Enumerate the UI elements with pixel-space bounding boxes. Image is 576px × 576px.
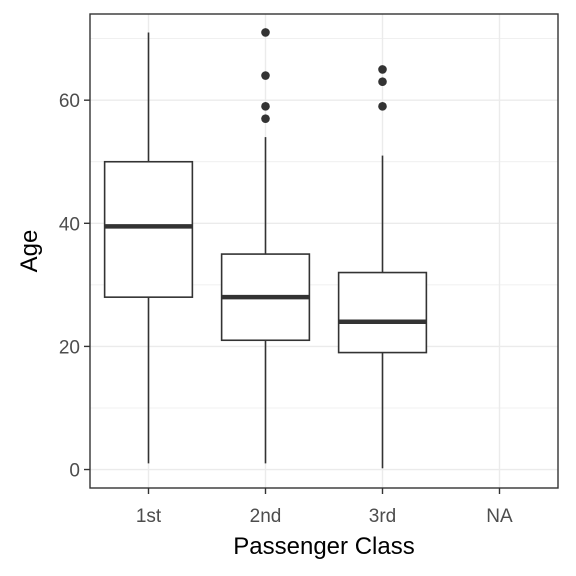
outlier-point	[378, 102, 387, 111]
outlier-point	[261, 114, 270, 123]
box-group	[103, 28, 428, 469]
box-3rd	[337, 65, 428, 469]
outlier-point	[378, 77, 387, 87]
x-tick-label: 2nd	[250, 506, 282, 527]
y-tick-label: 0	[69, 461, 80, 482]
outlier-point	[261, 71, 270, 80]
outlier-point	[261, 102, 270, 111]
outlier-point	[261, 28, 270, 37]
box-2nd	[220, 28, 311, 464]
axes: 0 20 40 60 1st 2nd 3rd NA	[59, 91, 513, 527]
x-tick-label: 3rd	[369, 506, 396, 527]
y-tick-label: 40	[59, 214, 80, 235]
x-axis-title: Passenger Class	[233, 533, 414, 560]
x-tick-label: NA	[486, 506, 513, 527]
y-axis-title: Age	[16, 230, 43, 273]
y-tick-label: 20	[59, 337, 80, 358]
outlier-point	[378, 65, 387, 74]
box-1st	[103, 32, 194, 464]
plot-panel-border	[89, 13, 559, 489]
y-tick-label: 60	[59, 91, 80, 112]
x-tick-label: 1st	[136, 506, 162, 527]
box-iqr	[103, 160, 194, 298]
box-iqr	[337, 271, 428, 354]
